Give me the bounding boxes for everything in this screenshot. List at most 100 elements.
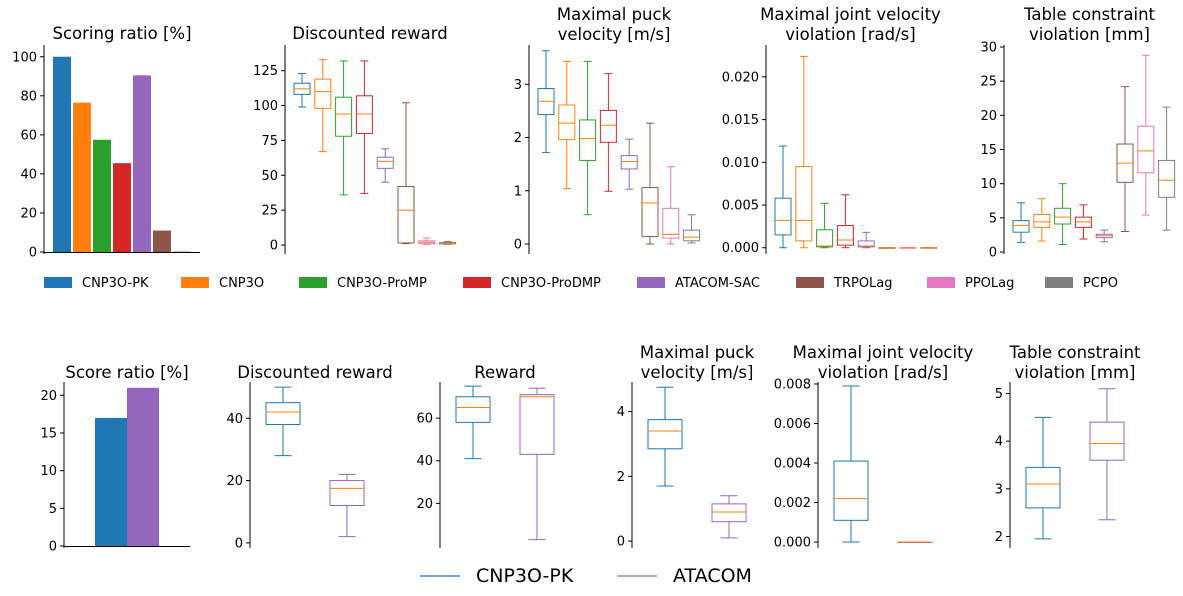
legend-top: CNP3O-PK CNP3O CNP3O-ProMP CNP3O-ProDMP ATAC… — [44, 276, 1118, 291]
legend-swatch — [1045, 277, 1073, 288]
y-tick-label: 60 — [416, 412, 433, 427]
chart-title: Discounted reward — [237, 363, 392, 382]
y-tick-label: 1 — [514, 184, 522, 199]
legend-label: CNP3O-PK — [476, 565, 574, 587]
legend-label: PPOLag — [965, 276, 1014, 291]
bar-cnp3o — [73, 102, 91, 253]
chart-title: velocity [m/s] — [641, 363, 754, 382]
y-tick-label: 15 — [40, 426, 57, 441]
box-iqr — [1025, 466, 1061, 509]
box-cnp3o-promp — [816, 202, 834, 249]
box-iqr — [519, 394, 555, 455]
y-tick-label: 5 — [49, 502, 57, 517]
chart-title: Maximal puck — [640, 343, 755, 362]
box-cnp3o-promp — [579, 60, 597, 216]
legend-item: ATACOM — [617, 565, 752, 587]
box-trpolag — [878, 247, 896, 249]
chart-title: violation [rad/s] — [818, 363, 948, 382]
y-tick-label: 0 — [49, 540, 57, 555]
y-tick-label: 0.000 — [722, 241, 759, 256]
chart-panel-1: Scoring ratio [%] 0 20 40 60 80 100 — [12, 24, 200, 261]
box-cnp3o-prodmp — [599, 73, 617, 192]
y-tick-label: 5 — [989, 211, 997, 226]
legend-item: CNP3O-ProMP — [299, 276, 427, 291]
box-iqr — [558, 104, 576, 141]
box-cnp3o-pk — [293, 72, 311, 108]
box-iqr — [1054, 207, 1072, 225]
box-atacom-sac — [620, 138, 638, 190]
chart-title: Score ratio [%] — [65, 363, 188, 382]
legend-item: CNP3O-ProDMP — [463, 276, 601, 291]
box-iqr — [1033, 213, 1051, 228]
y-tick-label: 25 — [980, 75, 997, 90]
box-atacom-sac — [857, 231, 875, 249]
box-iqr — [1158, 159, 1176, 198]
chart-title: Maximal puck — [557, 5, 672, 24]
box-cnp3o — [558, 60, 576, 190]
y-tick-label: 0 — [29, 246, 37, 261]
box-iqr — [599, 109, 617, 143]
box-iqr — [314, 78, 332, 109]
legend-swatch — [181, 277, 209, 288]
chart-title: Table constraint — [1023, 5, 1156, 24]
box-iqr — [335, 96, 353, 137]
y-tick-label: 20 — [416, 497, 433, 512]
box-iqr — [836, 225, 854, 246]
box-iqr — [857, 240, 875, 248]
y-tick-label: 20 — [980, 109, 997, 124]
box-cnp3o-prodmp — [836, 194, 854, 249]
y-tick-label: 100 — [12, 50, 37, 65]
legend-label: CNP3O — [219, 276, 264, 291]
box-cnp3o-promp — [335, 60, 353, 196]
y-tick-label: 2 — [995, 530, 1003, 545]
box-iqr — [579, 119, 597, 161]
box-atacom — [897, 541, 933, 544]
y-tick-label: 25 — [261, 204, 278, 219]
box-iqr — [711, 503, 747, 523]
legend-swatch — [927, 277, 955, 288]
box-atacom-sac — [1095, 229, 1113, 243]
box-atacom — [519, 387, 555, 541]
box-iqr — [641, 187, 659, 238]
chart-title: Table constraint — [1008, 343, 1141, 362]
box-trpolag — [1116, 86, 1134, 232]
legend-item: CNP3O-PK — [420, 565, 574, 587]
box-cnp3o-pk — [647, 386, 683, 487]
y-tick-label: 4 — [617, 405, 625, 420]
box-cnp3o-prodmp — [355, 60, 373, 194]
box-atacom — [1089, 388, 1125, 521]
bar-cnp3o-pk — [95, 417, 127, 546]
y-tick-label: 30 — [980, 41, 997, 56]
box-pcpo — [683, 214, 701, 244]
legend-swatch — [796, 277, 824, 288]
legend-label: CNP3O-ProDMP — [501, 276, 601, 291]
box-trpolag — [641, 122, 659, 245]
y-tick-label: 0.008 — [774, 378, 811, 393]
chart-title: Maximal joint velocity — [793, 343, 974, 362]
bar-cnp3o-prodmp — [113, 163, 131, 252]
box-iqr — [816, 229, 834, 248]
y-tick-label: 4 — [995, 435, 1003, 450]
box-cnp3o-pk — [774, 145, 792, 249]
y-tick-label: 0.000 — [774, 536, 811, 551]
y-tick-label: 3 — [514, 78, 522, 93]
box-cnp3o-promp — [1054, 183, 1072, 245]
y-tick-label: 15 — [980, 143, 997, 158]
y-tick-label: 10 — [40, 464, 57, 479]
box-ppolag — [662, 166, 680, 245]
box-iqr — [1012, 220, 1030, 233]
box-iqr — [795, 166, 813, 242]
box-cnp3o — [1033, 198, 1051, 242]
y-tick-label: 100 — [253, 99, 278, 114]
legend-bottom: CNP3O-PK ATACOM — [420, 565, 752, 587]
box-iqr — [265, 402, 301, 426]
y-tick-label: 10 — [980, 177, 997, 192]
box-atacom — [711, 495, 747, 539]
box-trpolag — [397, 102, 415, 245]
box-cnp3o-pk — [537, 50, 555, 153]
box-ppolag — [1137, 54, 1155, 216]
box-cnp3o-pk — [455, 385, 491, 460]
